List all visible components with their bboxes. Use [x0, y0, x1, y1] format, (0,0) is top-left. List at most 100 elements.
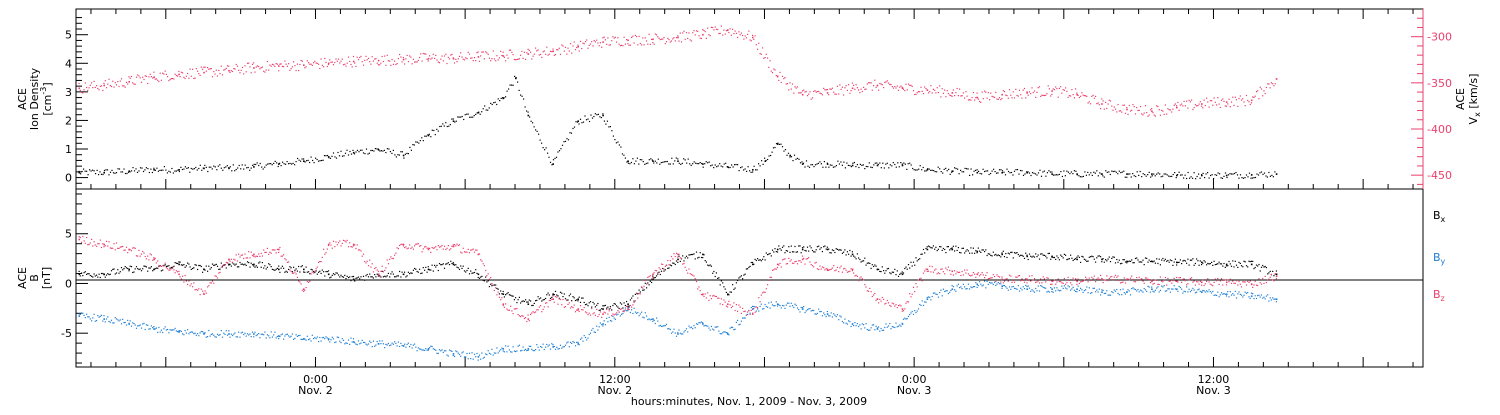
- bz-point: [218, 273, 219, 274]
- by-point: [1041, 286, 1042, 287]
- velocity-point: [1112, 110, 1113, 111]
- by-point: [405, 347, 406, 348]
- velocity-point: [113, 87, 114, 88]
- density-point: [715, 164, 716, 165]
- bx-point: [314, 272, 315, 273]
- by-point: [1061, 286, 1062, 287]
- velocity-point: [203, 67, 204, 68]
- bx-point: [576, 299, 577, 300]
- velocity-point: [157, 80, 158, 81]
- bx-point: [711, 266, 712, 267]
- density-point: [519, 90, 520, 91]
- bz-point: [227, 263, 228, 264]
- velocity-point: [1172, 109, 1173, 110]
- velocity-point: [239, 72, 240, 73]
- by-point: [882, 330, 883, 331]
- bx-point: [829, 252, 830, 253]
- bx-point: [171, 267, 172, 268]
- by-point: [548, 346, 549, 347]
- bx-point: [1170, 259, 1171, 260]
- by-point: [1134, 288, 1135, 289]
- bx-point: [902, 274, 904, 276]
- bx-point: [1084, 259, 1085, 260]
- by-point: [661, 326, 662, 327]
- bx-point: [983, 249, 984, 250]
- bz-point: [920, 278, 921, 279]
- bx-point: [919, 258, 920, 259]
- bx-point: [1068, 259, 1069, 260]
- b-tick-label: 0: [65, 277, 72, 290]
- velocity-point: [162, 73, 163, 74]
- velocity-point: [1005, 95, 1006, 96]
- bz-point: [1063, 283, 1064, 284]
- by-point: [1268, 301, 1269, 302]
- density-point: [523, 98, 524, 99]
- bx-point: [1221, 263, 1222, 264]
- bz-point: [141, 253, 142, 254]
- bz-point: [222, 265, 223, 266]
- bx-point: [234, 265, 235, 266]
- bz-point: [953, 274, 954, 275]
- by-point: [690, 327, 691, 328]
- bx-point: [405, 276, 406, 277]
- bz-point: [500, 299, 501, 300]
- by-point: [954, 289, 955, 290]
- by-point: [86, 314, 87, 315]
- density-point: [79, 172, 81, 174]
- bx-point: [82, 275, 83, 276]
- by-point: [552, 346, 554, 348]
- density-point: [327, 155, 328, 156]
- density-point: [1041, 176, 1042, 177]
- velocity-point: [915, 94, 916, 95]
- density-point: [623, 155, 624, 156]
- density-point: [382, 151, 383, 152]
- velocity-point: [449, 58, 450, 59]
- by-point: [486, 354, 487, 355]
- by-point: [1150, 292, 1151, 293]
- bx-point: [621, 304, 622, 305]
- by-point: [649, 318, 650, 319]
- by-point: [1276, 298, 1278, 300]
- velocity-point: [1083, 95, 1084, 96]
- density-point: [619, 144, 620, 145]
- by-point: [912, 311, 913, 312]
- bz-point: [377, 269, 378, 270]
- velocity-point: [833, 92, 834, 93]
- bz-point: [1117, 275, 1118, 276]
- density-point: [877, 165, 879, 167]
- by-point: [1093, 288, 1094, 289]
- density-point: [602, 115, 604, 117]
- velocity-point: [958, 95, 959, 96]
- bz-point: [1010, 276, 1011, 277]
- bz-point: [697, 288, 698, 289]
- bz-point: [287, 262, 288, 263]
- density-point: [575, 121, 576, 122]
- density-point: [692, 163, 693, 164]
- bx-point: [1205, 261, 1206, 262]
- bx-point: [1108, 259, 1109, 260]
- density-tick-label: 1: [65, 143, 72, 156]
- density-point: [932, 170, 933, 171]
- velocity-point: [85, 82, 86, 83]
- density-point: [1232, 174, 1233, 175]
- density-point: [1011, 172, 1012, 173]
- bx-point: [844, 249, 845, 250]
- by-point: [359, 343, 360, 344]
- bz-point: [1085, 277, 1086, 278]
- by-point: [937, 294, 938, 295]
- density-point: [977, 169, 978, 170]
- density-point: [682, 163, 683, 164]
- bx-point: [942, 250, 943, 251]
- by-point: [1190, 291, 1191, 292]
- density-point: [935, 171, 936, 172]
- by-point: [587, 338, 588, 339]
- bz-point: [695, 278, 696, 279]
- bx-point: [1136, 257, 1137, 258]
- by-point: [657, 321, 658, 322]
- bz-point: [262, 255, 263, 256]
- bx-point: [1195, 263, 1196, 264]
- bz-point: [306, 287, 307, 288]
- density-point: [195, 167, 196, 168]
- density-point: [321, 160, 322, 161]
- by-point: [1120, 289, 1121, 290]
